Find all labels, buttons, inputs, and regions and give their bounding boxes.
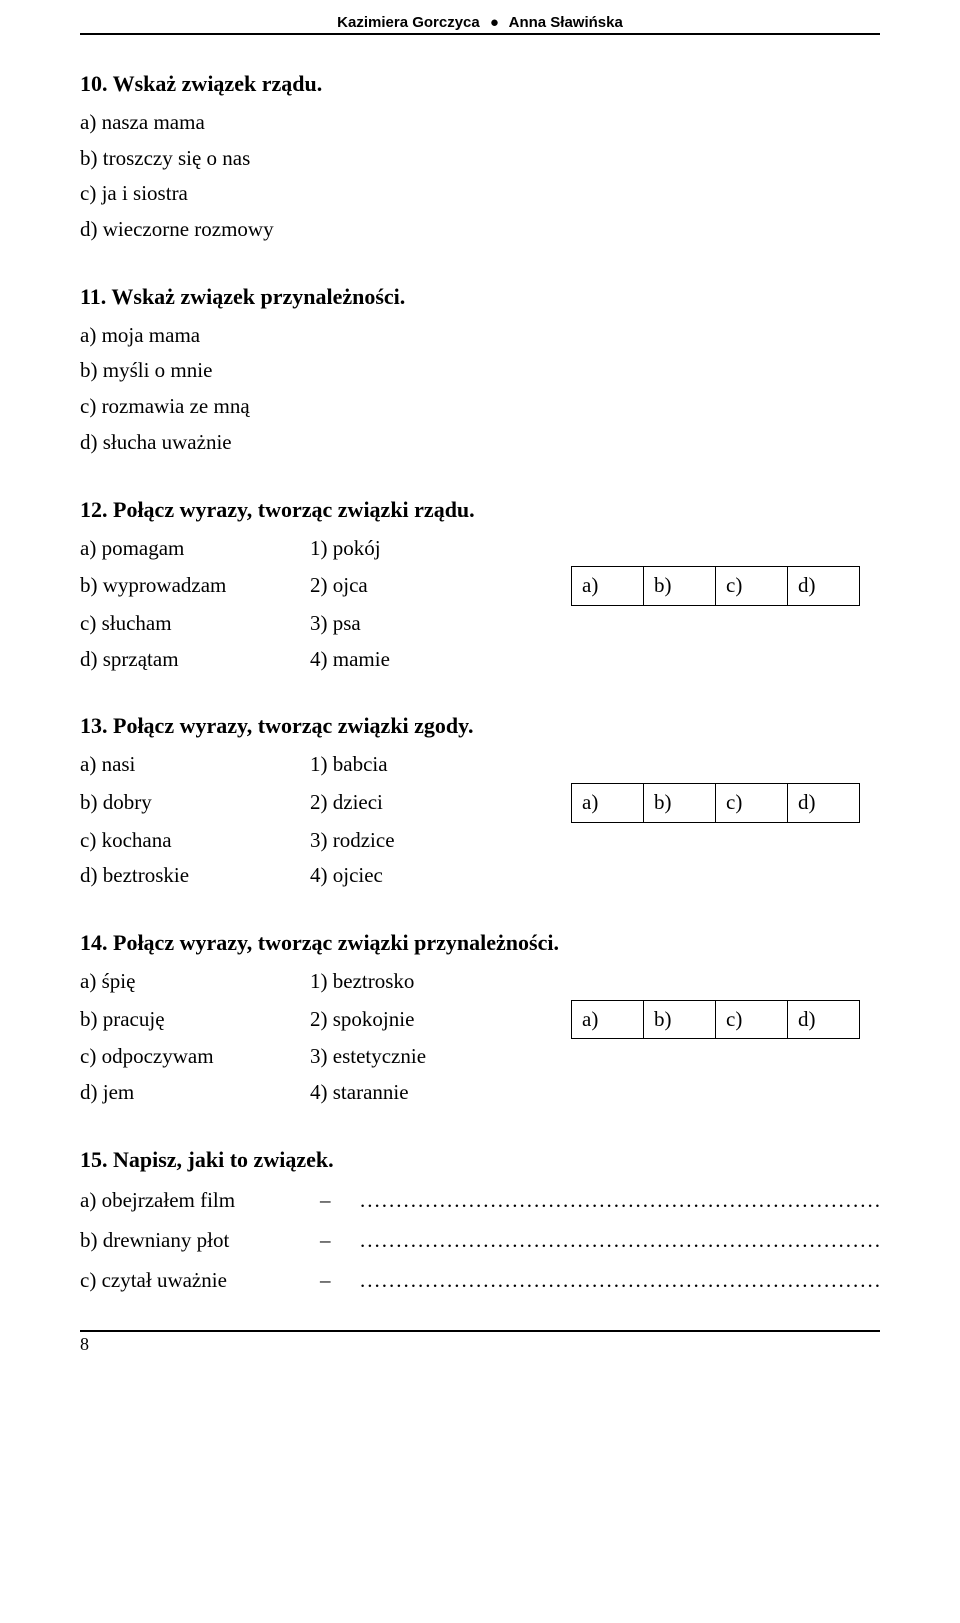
question-11: 11. Wskaż związek przynależności. a) moj… [80,284,880,461]
footer-rule [80,1330,880,1332]
write-label: c) czytał uważnie [80,1261,320,1301]
question-title: 10. Wskaż związek rządu. [80,71,880,97]
answer-cell[interactable]: b) [644,1000,716,1039]
question-title: 14. Połącz wyrazy, tworząc związki przyn… [80,930,880,956]
write-label: a) obejrzałem film [80,1181,320,1221]
pair-left: b) wyprowadzam [80,568,310,604]
pair-left: d) jem [80,1075,310,1111]
write-row: c) czytał uważnie – ....................… [80,1261,880,1301]
answer-grid: a) b) c) d) [571,1000,860,1040]
write-row: a) obejrzałem film – ...................… [80,1181,880,1221]
pair-left: d) beztroskie [80,858,310,894]
pair-row: c) kochana 3) rodzice [80,823,880,859]
pair-left: d) sprzątam [80,642,310,678]
pair-row: b) wyprowadzam 2) ojca a) b) c) d) [80,566,880,606]
write-line[interactable]: ........................................… [360,1221,880,1261]
option: d) wieczorne rozmowy [80,212,880,248]
question-14: 14. Połącz wyrazy, tworząc związki przyn… [80,930,880,1111]
option: d) słucha uważnie [80,425,880,461]
answer-cell[interactable]: d) [788,567,860,606]
answer-grid: a) b) c) d) [571,566,860,606]
question-title: 13. Połącz wyrazy, tworząc związki zgody… [80,713,880,739]
answer-cell[interactable]: d) [788,1000,860,1039]
pair-right: 1) babcia [310,747,388,783]
answer-cell[interactable]: b) [644,783,716,822]
pair-row: d) sprzątam 4) mamie [80,642,880,678]
write-line[interactable]: ........................................… [360,1181,880,1221]
option: b) myśli o mnie [80,353,880,389]
bullet-separator: ● [490,14,499,31]
pair-row: a) nasi 1) babcia [80,747,880,783]
pair-right: 1) pokój [310,531,381,567]
author-1: Kazimiera Gorczyca [337,14,480,31]
write-label: b) drewniany płot [80,1221,320,1261]
pair-left: c) kochana [80,823,310,859]
pair-row: d) beztroskie 4) ojciec [80,858,880,894]
author-2: Anna Sławińska [509,14,623,31]
pair-right: 3) psa [310,606,361,642]
option: a) moja mama [80,318,880,354]
option: c) ja i siostra [80,176,880,212]
pair-right: 4) ojciec [310,858,383,894]
pair-left: a) pomagam [80,531,310,567]
question-13: 13. Połącz wyrazy, tworząc związki zgody… [80,713,880,894]
write-row: b) drewniany płot – ....................… [80,1221,880,1261]
option: a) nasza mama [80,105,880,141]
pair-left: b) dobry [80,785,310,821]
pair-right: 1) beztrosko [310,964,414,1000]
answer-grid: a) b) c) d) [571,783,860,823]
page-header: Kazimiera Gorczyca ● Anna Sławińska [80,0,880,35]
answer-cell[interactable]: a) [572,783,644,822]
pair-row: a) pomagam 1) pokój [80,531,880,567]
dash: – [320,1181,360,1221]
page-number: 8 [80,1334,89,1354]
pair-row: c) odpoczywam 3) estetycznie [80,1039,880,1075]
pair-row: a) śpię 1) beztrosko [80,964,880,1000]
question-10: 10. Wskaż związek rządu. a) nasza mama b… [80,71,880,248]
answer-cell[interactable]: c) [716,1000,788,1039]
pair-left: a) nasi [80,747,310,783]
pair-left: c) odpoczywam [80,1039,310,1075]
question-15: 15. Napisz, jaki to związek. a) obejrzał… [80,1147,880,1301]
question-title: 11. Wskaż związek przynależności. [80,284,880,310]
worksheet-page: Kazimiera Gorczyca ● Anna Sławińska 10. … [0,0,960,1623]
pair-right: 2) ojca [310,568,368,604]
pair-right: 2) dzieci [310,785,383,821]
pair-left: a) śpię [80,964,310,1000]
answer-cell[interactable]: c) [716,783,788,822]
dash: – [320,1261,360,1301]
answer-cell[interactable]: a) [572,1000,644,1039]
option: c) rozmawia ze mną [80,389,880,425]
question-title: 15. Napisz, jaki to związek. [80,1147,880,1173]
page-footer: 8 [80,1330,880,1355]
pair-row: c) słucham 3) psa [80,606,880,642]
answer-cell[interactable]: d) [788,783,860,822]
pair-row: b) pracuję 2) spokojnie a) b) c) d) [80,1000,880,1040]
answer-cell[interactable]: c) [716,567,788,606]
dash: – [320,1221,360,1261]
pair-right: 4) starannie [310,1075,409,1111]
pair-right: 3) rodzice [310,823,395,859]
answer-cell[interactable]: a) [572,567,644,606]
write-line[interactable]: ........................................… [360,1261,880,1301]
pair-left: b) pracuję [80,1002,310,1038]
pair-row: b) dobry 2) dzieci a) b) c) d) [80,783,880,823]
pair-right: 4) mamie [310,642,390,678]
pair-left: c) słucham [80,606,310,642]
pair-right: 2) spokojnie [310,1002,414,1038]
answer-cell[interactable]: b) [644,567,716,606]
pair-row: d) jem 4) starannie [80,1075,880,1111]
question-title: 12. Połącz wyrazy, tworząc związki rządu… [80,497,880,523]
option: b) troszczy się o nas [80,141,880,177]
question-12: 12. Połącz wyrazy, tworząc związki rządu… [80,497,880,678]
pair-right: 3) estetycznie [310,1039,426,1075]
